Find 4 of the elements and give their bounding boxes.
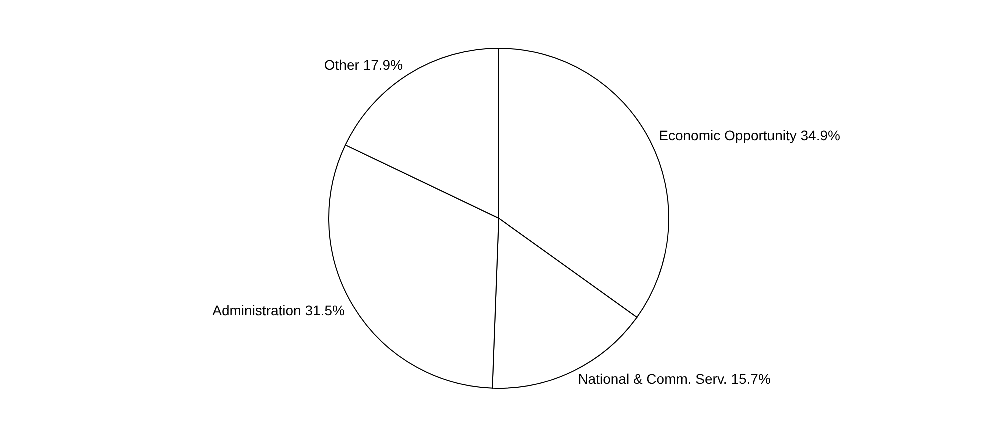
slice-label: Administration 31.5% <box>212 302 345 319</box>
slice-label: Economic Opportunity 34.9% <box>659 127 840 144</box>
slice-label: National & Comm. Serv. 15.7% <box>578 371 771 388</box>
slice-label: Other 17.9% <box>324 57 404 74</box>
